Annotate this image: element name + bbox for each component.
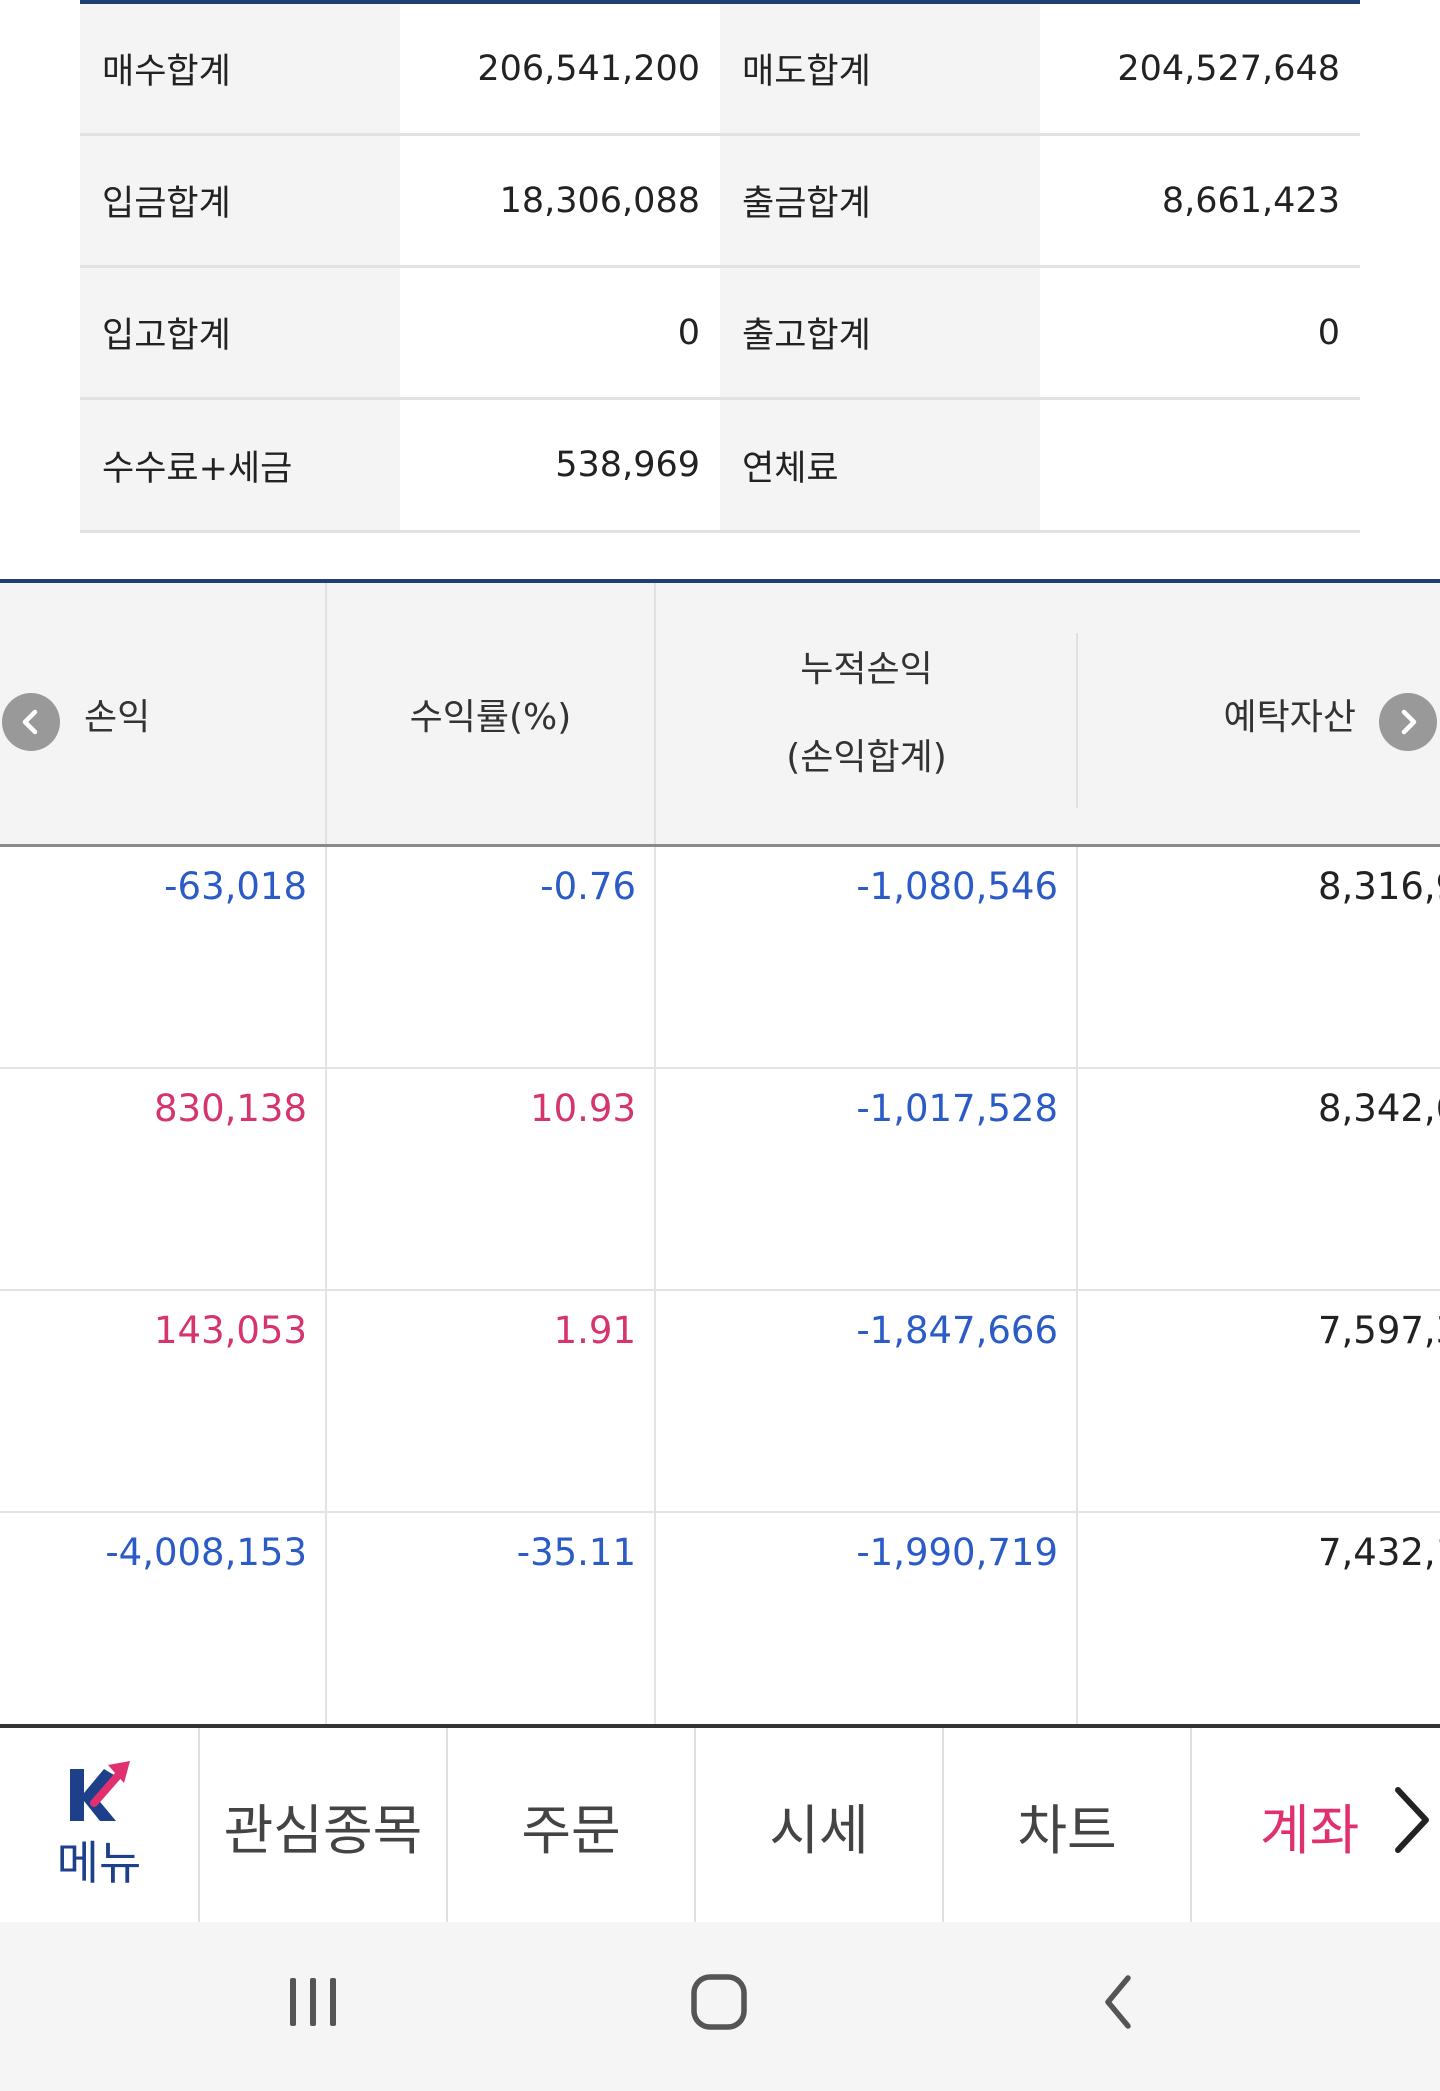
cell-return-rate: 1.91 — [327, 1291, 656, 1511]
summary-label: 출금합계 — [720, 136, 1040, 265]
summary-value: 0 — [400, 268, 720, 397]
cell-cumulative: -1,847,666 — [656, 1291, 1078, 1511]
header-divider — [1076, 633, 1078, 808]
chevron-left-icon[interactable] — [2, 693, 60, 751]
summary-label: 출고합계 — [720, 268, 1040, 397]
summary-label: 매수합계 — [80, 4, 400, 133]
cell-deposit: 7,432,1 — [1318, 1531, 1440, 1574]
recent-apps-icon[interactable] — [270, 1962, 356, 2042]
summary-table: 매수합계 206,541,200 매도합계 204,527,648 입금합계 1… — [80, 0, 1360, 533]
table-row[interactable]: 830,138 10.93 -1,017,528 8,342,6 — [0, 1069, 1440, 1291]
cell-deposit: 8,316,9 — [1318, 865, 1440, 908]
grid-body: -63,018 -0.76 -1,080,546 8,316,9 830,138… — [0, 847, 1440, 1726]
cell-cumulative: -1,990,719 — [656, 1513, 1078, 1726]
cell-pnl: -4,008,153 — [0, 1513, 327, 1726]
system-nav-bar — [0, 1922, 1440, 2091]
header-pnl: 손익 — [0, 583, 327, 844]
summary-value: 18,306,088 — [400, 136, 720, 265]
table-row[interactable]: -4,008,153 -35.11 -1,990,719 7,432,1 — [0, 1513, 1440, 1726]
tab-chart[interactable]: 차트 — [944, 1728, 1192, 1922]
grid-header: 손익 수익률(%) 누적손익 (손익합계) 예탁자산 — [0, 579, 1440, 847]
summary-row: 매수합계 206,541,200 매도합계 204,527,648 — [80, 4, 1360, 136]
summary-value — [1040, 400, 1360, 530]
summary-value: 206,541,200 — [400, 4, 720, 133]
summary-value: 8,661,423 — [1040, 136, 1360, 265]
k-logo-icon — [70, 1761, 130, 1821]
summary-label: 수수료+세금 — [80, 400, 400, 530]
chevron-right-icon[interactable] — [1379, 693, 1437, 751]
cell-cumulative: -1,080,546 — [656, 847, 1078, 1067]
summary-value: 538,969 — [400, 400, 720, 530]
summary-row: 입고합계 0 출고합계 0 — [80, 268, 1360, 400]
cell-return-rate: -35.11 — [327, 1513, 656, 1726]
summary-value: 0 — [1040, 268, 1360, 397]
tab-quotes[interactable]: 시세 — [696, 1728, 944, 1922]
table-row[interactable]: 143,053 1.91 -1,847,666 7,597,3 — [0, 1291, 1440, 1513]
bottom-tab-bar: 메뉴 관심종목 주문 시세 차트 계좌 — [0, 1724, 1440, 1922]
cell-return-rate: 10.93 — [327, 1069, 656, 1289]
header-cumulative-line2: (손익합계) — [786, 736, 947, 778]
menu-button[interactable]: 메뉴 — [0, 1728, 200, 1922]
summary-row: 입금합계 18,306,088 출금합계 8,661,423 — [80, 136, 1360, 268]
header-cumulative-line1: 누적손익 — [800, 648, 933, 690]
summary-label: 연체료 — [720, 400, 1040, 530]
summary-label: 매도합계 — [720, 4, 1040, 133]
cell-deposit: 7,597,3 — [1318, 1309, 1440, 1352]
account-grid[interactable]: 손익 수익률(%) 누적손익 (손익합계) 예탁자산 -63,018 -0.76… — [0, 579, 1440, 1726]
header-cumulative-pnl: 누적손익 (손익합계) — [656, 583, 1077, 844]
tab-account-label: 계좌 — [1260, 1798, 1360, 1862]
cell-cumulative: -1,017,528 — [656, 1069, 1078, 1289]
summary-row: 수수료+세금 538,969 연체료 — [80, 400, 1360, 533]
cell-pnl: -63,018 — [0, 847, 327, 1067]
summary-label: 입금합계 — [80, 136, 400, 265]
summary-label: 입고합계 — [80, 268, 400, 397]
home-icon[interactable] — [674, 1962, 764, 2042]
cell-pnl: 830,138 — [0, 1069, 327, 1289]
back-icon[interactable] — [1086, 1962, 1150, 2042]
tab-order[interactable]: 주문 — [448, 1728, 696, 1922]
summary-value: 204,527,648 — [1040, 4, 1360, 133]
table-row[interactable]: -63,018 -0.76 -1,080,546 8,316,9 — [0, 847, 1440, 1069]
cell-pnl: 143,053 — [0, 1291, 327, 1511]
header-return-rate: 수익률(%) — [327, 583, 656, 844]
tab-watchlist[interactable]: 관심종목 — [200, 1728, 448, 1922]
chevron-right-icon[interactable] — [1390, 1784, 1434, 1869]
menu-label: 메뉴 — [56, 1836, 142, 1890]
cell-deposit: 8,342,6 — [1318, 1087, 1440, 1130]
cell-return-rate: -0.76 — [327, 847, 656, 1067]
tab-account[interactable]: 계좌 — [1192, 1728, 1440, 1922]
header-deposit-assets: 예탁자산 — [1223, 696, 1356, 738]
